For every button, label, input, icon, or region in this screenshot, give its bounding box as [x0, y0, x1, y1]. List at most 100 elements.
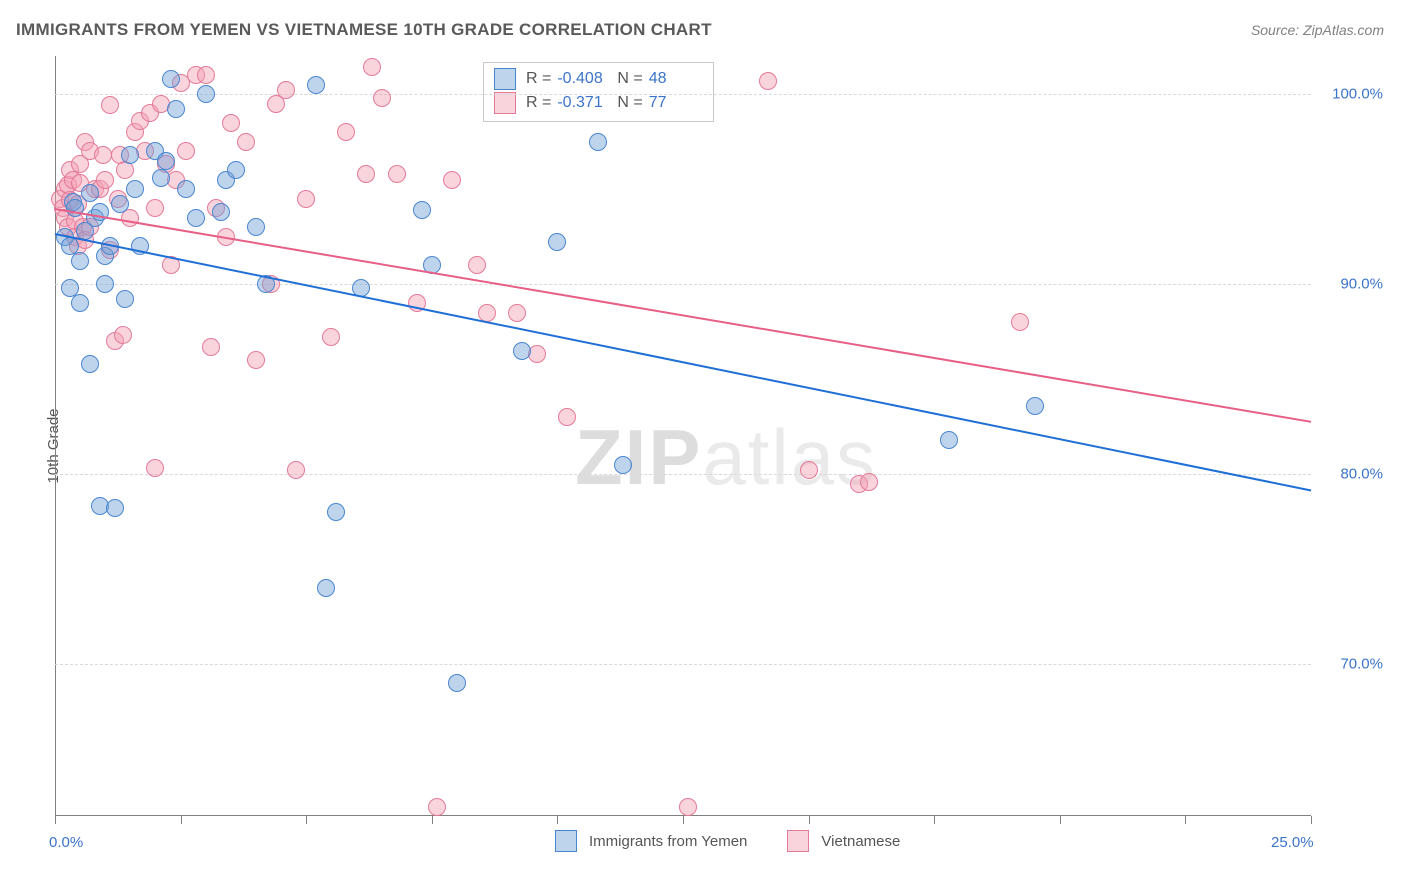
swatch-pink — [787, 830, 809, 852]
gridline — [55, 94, 1311, 95]
data-point-pink — [468, 256, 486, 274]
legend-item-blue: Immigrants from Yemen — [555, 830, 747, 852]
data-point-pink — [388, 165, 406, 183]
data-point-blue — [81, 184, 99, 202]
data-point-pink — [558, 408, 576, 426]
r-value-blue: -0.408 — [557, 67, 611, 91]
data-point-pink — [277, 81, 295, 99]
data-point-blue — [121, 146, 139, 164]
chart-title: IMMIGRANTS FROM YEMEN VS VIETNAMESE 10TH… — [16, 20, 712, 40]
x-tick — [432, 816, 433, 824]
data-point-pink — [443, 171, 461, 189]
data-point-pink — [508, 304, 526, 322]
legend-label-blue: Immigrants from Yemen — [589, 833, 747, 850]
trend-line-blue — [55, 233, 1311, 491]
y-tick-label: 100.0% — [1321, 86, 1383, 103]
data-point-pink — [146, 459, 164, 477]
data-point-blue — [81, 355, 99, 373]
x-tick — [934, 816, 935, 824]
data-point-pink — [297, 190, 315, 208]
watermark-bold: ZIP — [575, 413, 702, 501]
x-tick — [181, 816, 182, 824]
data-point-pink — [679, 798, 697, 816]
data-point-pink — [478, 304, 496, 322]
gridline — [55, 664, 1311, 665]
data-point-pink — [357, 165, 375, 183]
data-point-pink — [759, 72, 777, 90]
y-tick-label: 80.0% — [1321, 466, 1383, 483]
data-point-blue — [589, 133, 607, 151]
n-label: N = — [617, 67, 642, 91]
data-point-blue — [71, 252, 89, 270]
x-tick — [55, 816, 56, 824]
x-tick-label: 25.0% — [1271, 834, 1314, 851]
x-tick — [809, 816, 810, 824]
x-tick — [683, 816, 684, 824]
data-point-blue — [227, 161, 245, 179]
data-point-pink — [860, 473, 878, 491]
data-point-pink — [428, 798, 446, 816]
n-value-blue: 48 — [649, 67, 703, 91]
data-point-blue — [327, 503, 345, 521]
y-axis-line — [55, 56, 56, 816]
data-point-pink — [322, 328, 340, 346]
data-point-blue — [614, 456, 632, 474]
data-point-pink — [177, 142, 195, 160]
data-point-pink — [146, 199, 164, 217]
data-point-pink — [101, 96, 119, 114]
x-tick — [306, 816, 307, 824]
data-point-pink — [373, 89, 391, 107]
data-point-blue — [413, 201, 431, 219]
data-point-blue — [1026, 397, 1044, 415]
data-point-blue — [212, 203, 230, 221]
data-point-blue — [157, 152, 175, 170]
data-point-blue — [187, 209, 205, 227]
y-tick-label: 90.0% — [1321, 276, 1383, 293]
x-tick — [1185, 816, 1186, 824]
x-tick — [557, 816, 558, 824]
data-point-pink — [287, 461, 305, 479]
source-label: Source: ZipAtlas.com — [1251, 22, 1384, 38]
data-point-blue — [513, 342, 531, 360]
x-tick-label: 0.0% — [49, 834, 83, 851]
data-point-pink — [800, 461, 818, 479]
data-point-blue — [940, 431, 958, 449]
data-point-blue — [96, 275, 114, 293]
data-point-blue — [177, 180, 195, 198]
data-point-pink — [1011, 313, 1029, 331]
data-point-blue — [307, 76, 325, 94]
swatch-pink — [494, 92, 516, 114]
data-point-blue — [111, 195, 129, 213]
data-point-pink — [337, 123, 355, 141]
gridline — [55, 474, 1311, 475]
data-point-blue — [106, 499, 124, 517]
legend-label-pink: Vietnamese — [821, 833, 900, 850]
data-point-pink — [96, 171, 114, 189]
data-point-pink — [247, 351, 265, 369]
plot-area: ZIPatlas R = -0.408 N = 48 R = -0.371 N … — [55, 56, 1311, 816]
data-point-blue — [197, 85, 215, 103]
data-point-pink — [222, 114, 240, 132]
trend-line-pink — [55, 208, 1311, 423]
legend-item-pink: Vietnamese — [787, 830, 900, 852]
data-point-pink — [114, 326, 132, 344]
bottom-legend: Immigrants from Yemen Vietnamese — [555, 830, 900, 852]
stats-row-blue: R = -0.408 N = 48 — [494, 67, 703, 91]
r-label: R = — [526, 67, 551, 91]
data-point-blue — [71, 294, 89, 312]
data-point-blue — [152, 169, 170, 187]
data-point-blue — [548, 233, 566, 251]
x-tick — [1060, 816, 1061, 824]
y-tick-label: 70.0% — [1321, 656, 1383, 673]
data-point-blue — [116, 290, 134, 308]
data-point-blue — [126, 180, 144, 198]
data-point-blue — [247, 218, 265, 236]
swatch-blue — [494, 68, 516, 90]
data-point-blue — [448, 674, 466, 692]
x-tick — [1311, 816, 1312, 824]
data-point-pink — [197, 66, 215, 84]
data-point-blue — [317, 579, 335, 597]
data-point-pink — [363, 58, 381, 76]
swatch-blue — [555, 830, 577, 852]
data-point-blue — [162, 70, 180, 88]
